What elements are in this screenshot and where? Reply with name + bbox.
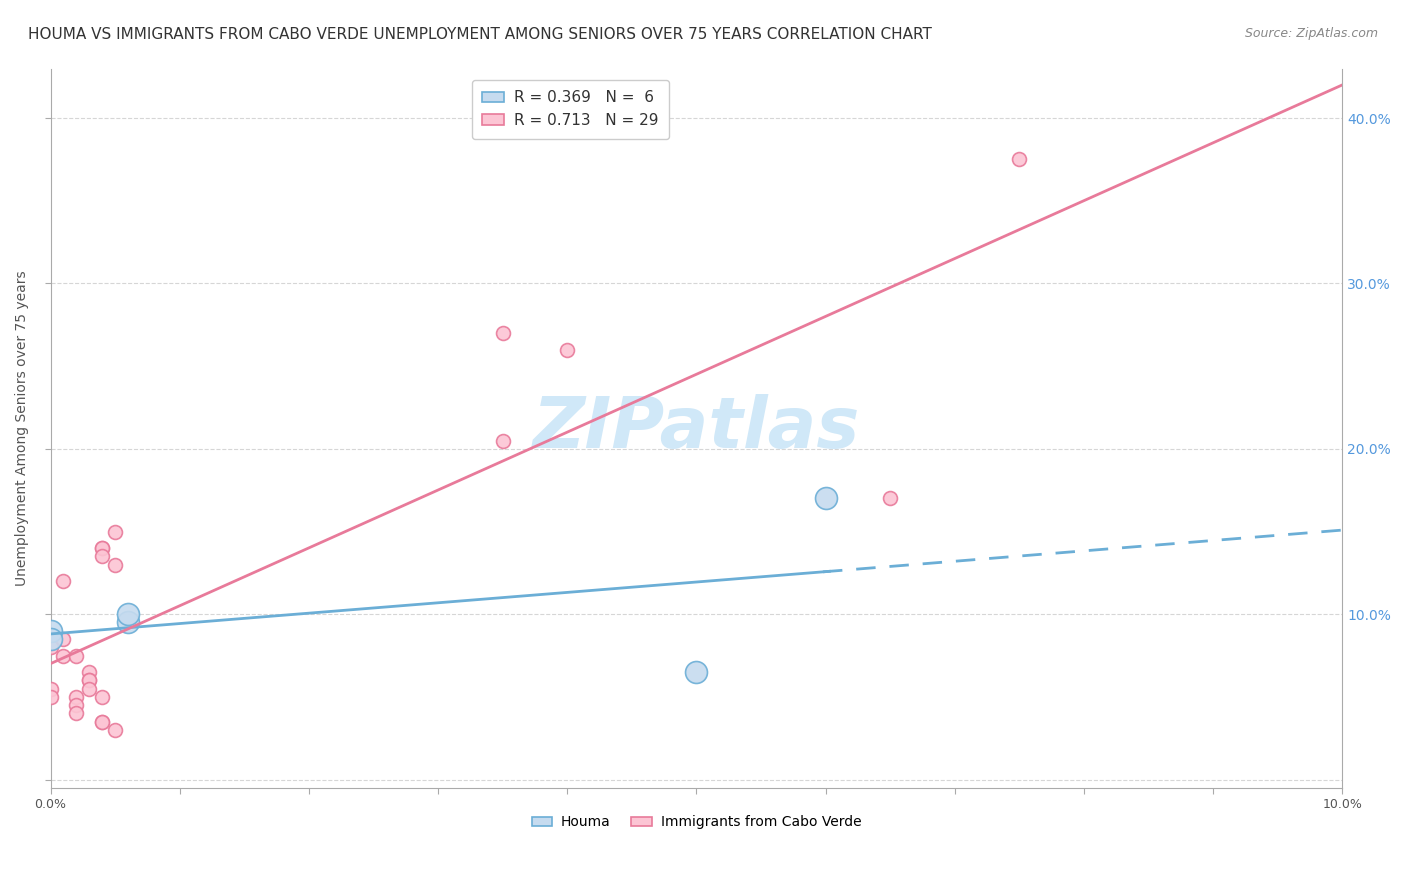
Point (1008, 153, 1031, 167)
Text: Source: ZipAtlas.com: Source: ZipAtlas.com (1244, 27, 1378, 40)
Point (77, 673, 100, 688)
Point (65, 648, 87, 663)
Point (77, 681, 100, 696)
Point (879, 491, 901, 506)
Point (77, 673, 100, 688)
Point (52, 574, 75, 588)
Point (91, 541, 114, 555)
Point (491, 434, 513, 448)
Point (91, 714, 114, 729)
Point (91, 549, 114, 564)
Point (91, 714, 114, 729)
Point (77, 665, 100, 679)
Text: ZIPatlas: ZIPatlas (533, 393, 860, 463)
Point (104, 723, 127, 737)
Point (65, 698, 87, 713)
Point (685, 665, 707, 679)
Text: HOUMA VS IMMIGRANTS FROM CABO VERDE UNEMPLOYMENT AMONG SENIORS OVER 75 YEARS COR: HOUMA VS IMMIGRANTS FROM CABO VERDE UNEM… (28, 27, 932, 42)
Point (39, 681, 62, 696)
Point (39, 632, 62, 646)
Point (91, 541, 114, 555)
Point (65, 706, 87, 721)
Point (91, 690, 114, 704)
Point (117, 607, 139, 622)
Legend: Houma, Immigrants from Cabo Verde: Houma, Immigrants from Cabo Verde (526, 810, 866, 835)
Point (491, 326, 513, 340)
Point (52, 648, 75, 663)
Point (814, 491, 837, 506)
Point (52, 632, 75, 646)
Point (39, 632, 62, 646)
Y-axis label: Unemployment Among Seniors over 75 years: Unemployment Among Seniors over 75 years (15, 270, 30, 586)
Point (65, 690, 87, 704)
Point (39, 640, 62, 655)
Point (117, 615, 139, 630)
Point (39, 690, 62, 704)
Point (104, 558, 127, 572)
Point (555, 343, 578, 357)
Point (104, 524, 127, 539)
Point (39, 624, 62, 638)
